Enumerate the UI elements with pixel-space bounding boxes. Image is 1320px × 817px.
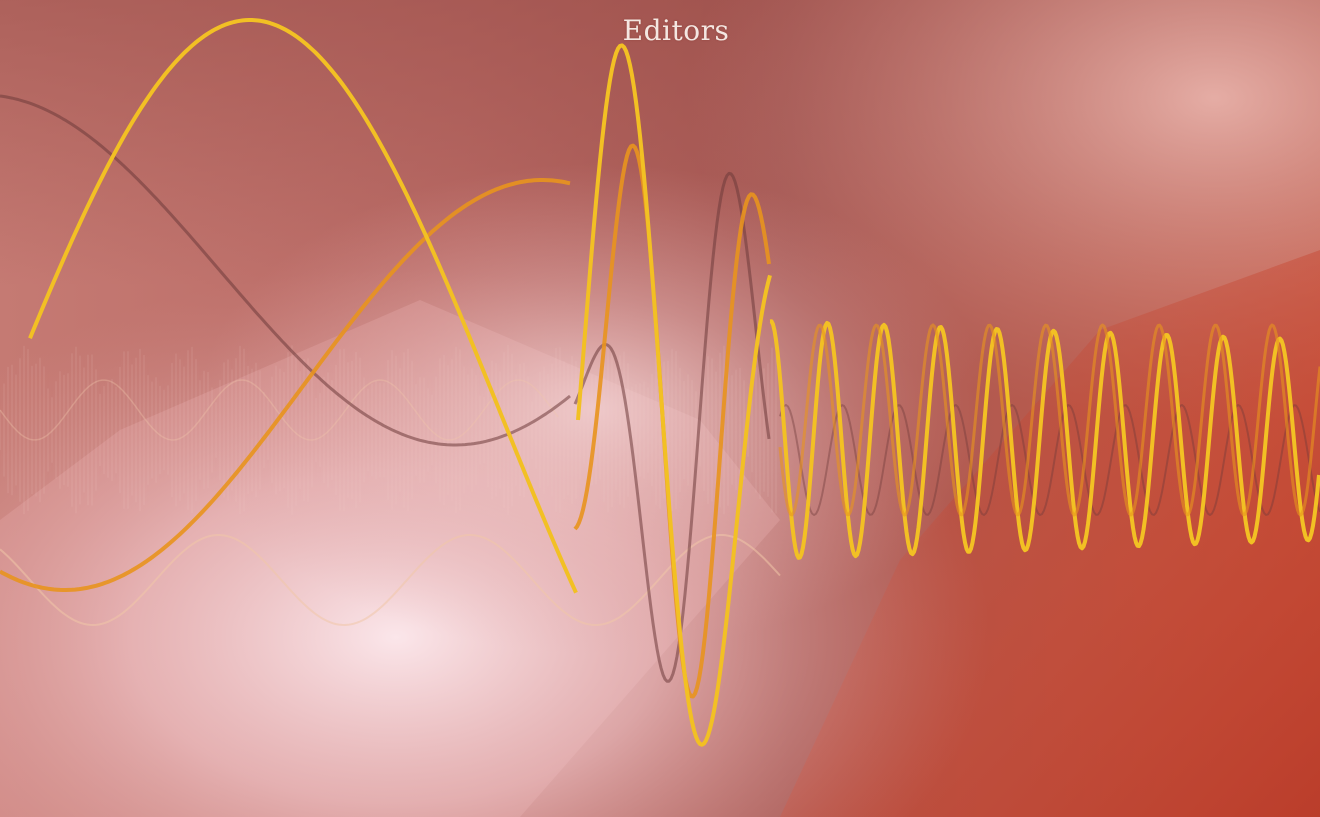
yellow-trace-right (769, 319, 1320, 560)
orange-trace-right (778, 323, 1320, 517)
yellow-trace-left (28, 18, 578, 594)
orange-trace-left (0, 178, 571, 592)
yellow-trace-middle (576, 43, 772, 747)
dark-trace-middle (573, 171, 771, 683)
cover-heading: Editors (622, 14, 730, 47)
pale-wave-2 (0, 379, 559, 441)
dark-trace-left (0, 94, 571, 447)
